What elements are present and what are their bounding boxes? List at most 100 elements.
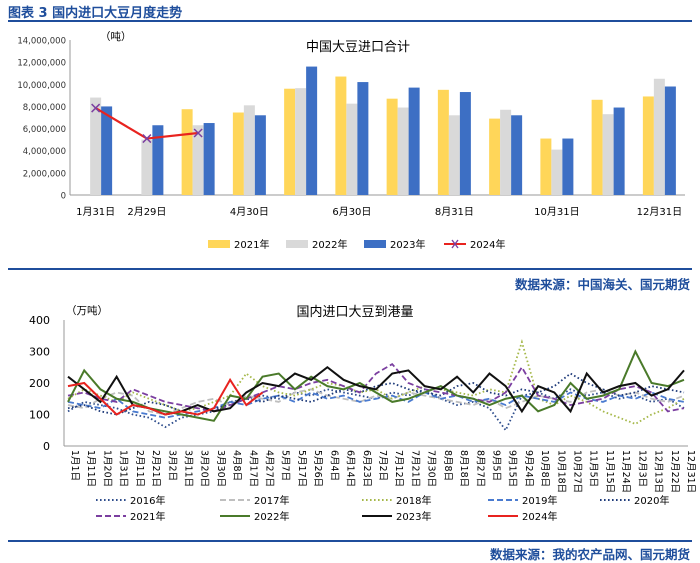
legend-swatch bbox=[208, 240, 230, 248]
x-tick-label: 1月31日 bbox=[76, 206, 115, 218]
x-tick-label: 4月27日 bbox=[264, 450, 275, 487]
x-tick-label: 1月11日 bbox=[85, 450, 96, 487]
x-tick-label: 11月24日 bbox=[620, 450, 631, 493]
bar-2022年 bbox=[192, 125, 204, 195]
bar-2023年 bbox=[613, 107, 625, 195]
x-tick-label: 2月29日 bbox=[127, 206, 166, 218]
series-line-2024年 bbox=[67, 377, 264, 416]
series-line-2021年 bbox=[67, 362, 685, 413]
bar-2021年 bbox=[284, 88, 296, 195]
bar-2021年 bbox=[232, 112, 244, 195]
y-tick-label: 0 bbox=[61, 192, 66, 202]
bar-2022年 bbox=[500, 109, 512, 195]
legend-label: 2018年 bbox=[396, 494, 431, 507]
x-tick-label: 5月26日 bbox=[312, 450, 323, 487]
x-tick-label: 5月7日 bbox=[280, 450, 291, 481]
x-tick-label: 11月15日 bbox=[604, 450, 615, 493]
source-note-bottom: 数据来源：我的农产品网、国元期货 bbox=[489, 547, 690, 562]
bar-2022年 bbox=[602, 114, 614, 195]
x-tick-label: 4月17日 bbox=[247, 450, 258, 487]
y-tick-label: 100 bbox=[29, 409, 50, 422]
x-tick-label: 12月22日 bbox=[669, 450, 680, 493]
x-tick-label: 2月11日 bbox=[134, 450, 145, 487]
x-tick-label: 3月20日 bbox=[199, 450, 210, 487]
bar-2022年 bbox=[346, 103, 358, 195]
import-bar-chart: 中国大豆进口合计 （吨） 0 2,000,000 4,000,000 6,000,000 8… bbox=[17, 30, 685, 251]
x-tick-label: 8月31日 bbox=[435, 206, 474, 218]
legend-swatch bbox=[286, 240, 308, 248]
x-tick-label: 3月30日 bbox=[215, 450, 226, 487]
legend-label: 2021年 bbox=[234, 238, 269, 251]
bar-2022年 bbox=[551, 149, 563, 195]
legend-label: 2017年 bbox=[254, 494, 289, 507]
x-tick-label: 10月8日 bbox=[539, 450, 550, 487]
bar-2021年 bbox=[540, 138, 552, 195]
x-tick-label: 9月24日 bbox=[523, 450, 534, 487]
bar-2022年 bbox=[243, 105, 255, 195]
x-tick-label: 6月4日 bbox=[328, 450, 339, 481]
bar-2023年 bbox=[254, 115, 266, 195]
x-tick-label: 8月18日 bbox=[458, 450, 469, 487]
bar-2022年 bbox=[141, 139, 153, 195]
middle-rule bbox=[8, 268, 692, 270]
x-tick-label: 6月23日 bbox=[361, 450, 372, 487]
y-axis-unit: （吨） bbox=[100, 30, 132, 43]
bar-2021年 bbox=[591, 99, 603, 195]
y-tick-label: 300 bbox=[29, 346, 50, 359]
x-tick-label: 2月21日 bbox=[150, 450, 161, 487]
figure-caption: 图表 3 国内进口大豆月度走势 bbox=[8, 6, 183, 21]
x-tick-label: 7月2日 bbox=[377, 450, 388, 481]
x-tick-label: 9月15日 bbox=[507, 450, 518, 487]
bar-2021年 bbox=[642, 96, 654, 195]
bar-2023年 bbox=[511, 115, 523, 195]
x-tick-label: 1月1日 bbox=[69, 450, 80, 481]
y-tick-label: 0 bbox=[43, 440, 50, 453]
y-tick-label: 400 bbox=[29, 314, 50, 327]
x-tick-label: 8月27日 bbox=[474, 450, 485, 487]
bar-2021年 bbox=[437, 89, 449, 195]
x-tick-label: 4月30日 bbox=[230, 206, 269, 218]
legend-label: 2023年 bbox=[396, 510, 431, 523]
x-tick-label: 12月13日 bbox=[653, 450, 664, 493]
legend-marker bbox=[451, 239, 459, 249]
y-tick-label: 6,000,000 bbox=[23, 125, 66, 135]
bar-2022年 bbox=[653, 78, 665, 195]
x-tick-label: 7月12日 bbox=[393, 450, 404, 487]
x-tick-label: 7月21日 bbox=[409, 450, 420, 487]
x-tick-label: 9月5日 bbox=[490, 450, 501, 481]
point-marker-2024 bbox=[193, 128, 203, 138]
bar-2023年 bbox=[357, 82, 369, 195]
bar-2023年 bbox=[408, 87, 420, 195]
legend-label: 2022年 bbox=[312, 238, 347, 251]
bar-2022年 bbox=[90, 97, 102, 195]
x-tick-label: 7月30日 bbox=[426, 450, 437, 487]
series-line-2020年 bbox=[67, 372, 685, 416]
x-tick-label: 10月31日 bbox=[534, 206, 579, 218]
x-tick-label: 6月14日 bbox=[345, 450, 356, 487]
bar-2021年 bbox=[386, 98, 398, 195]
legend-swatch bbox=[364, 240, 386, 248]
y-tick-label: 14,000,000 bbox=[17, 37, 66, 47]
legend-label: 2019年 bbox=[522, 494, 557, 507]
x-tick-label: 3月11日 bbox=[182, 450, 193, 487]
chart-title: 中国大豆进口合计 bbox=[306, 40, 410, 55]
x-tick-label: 1月31日 bbox=[118, 450, 129, 487]
bar-2022年 bbox=[295, 88, 307, 195]
bar-2023年 bbox=[152, 125, 164, 195]
x-tick-label: 3月2日 bbox=[166, 450, 177, 481]
y-axis-unit: （万吨） bbox=[66, 304, 108, 317]
x-tick-label: 10月18日 bbox=[555, 450, 566, 493]
legend-label: 2016年 bbox=[130, 494, 165, 507]
y-tick-label: 4,000,000 bbox=[23, 147, 66, 157]
legend-label: 2020年 bbox=[634, 494, 669, 507]
series-line-2022年 bbox=[67, 349, 685, 422]
x-tick-label: 6月30日 bbox=[332, 206, 371, 218]
bar-2023年 bbox=[203, 123, 215, 195]
point-marker-2024 bbox=[91, 103, 101, 113]
bar-2023年 bbox=[664, 86, 676, 195]
series-line-2019年 bbox=[67, 391, 685, 419]
y-tick-label: 200 bbox=[29, 377, 50, 390]
point-marker-2024 bbox=[142, 134, 152, 144]
legend-label: 2024年 bbox=[470, 238, 505, 251]
x-tick-label: 1月20日 bbox=[101, 450, 112, 487]
